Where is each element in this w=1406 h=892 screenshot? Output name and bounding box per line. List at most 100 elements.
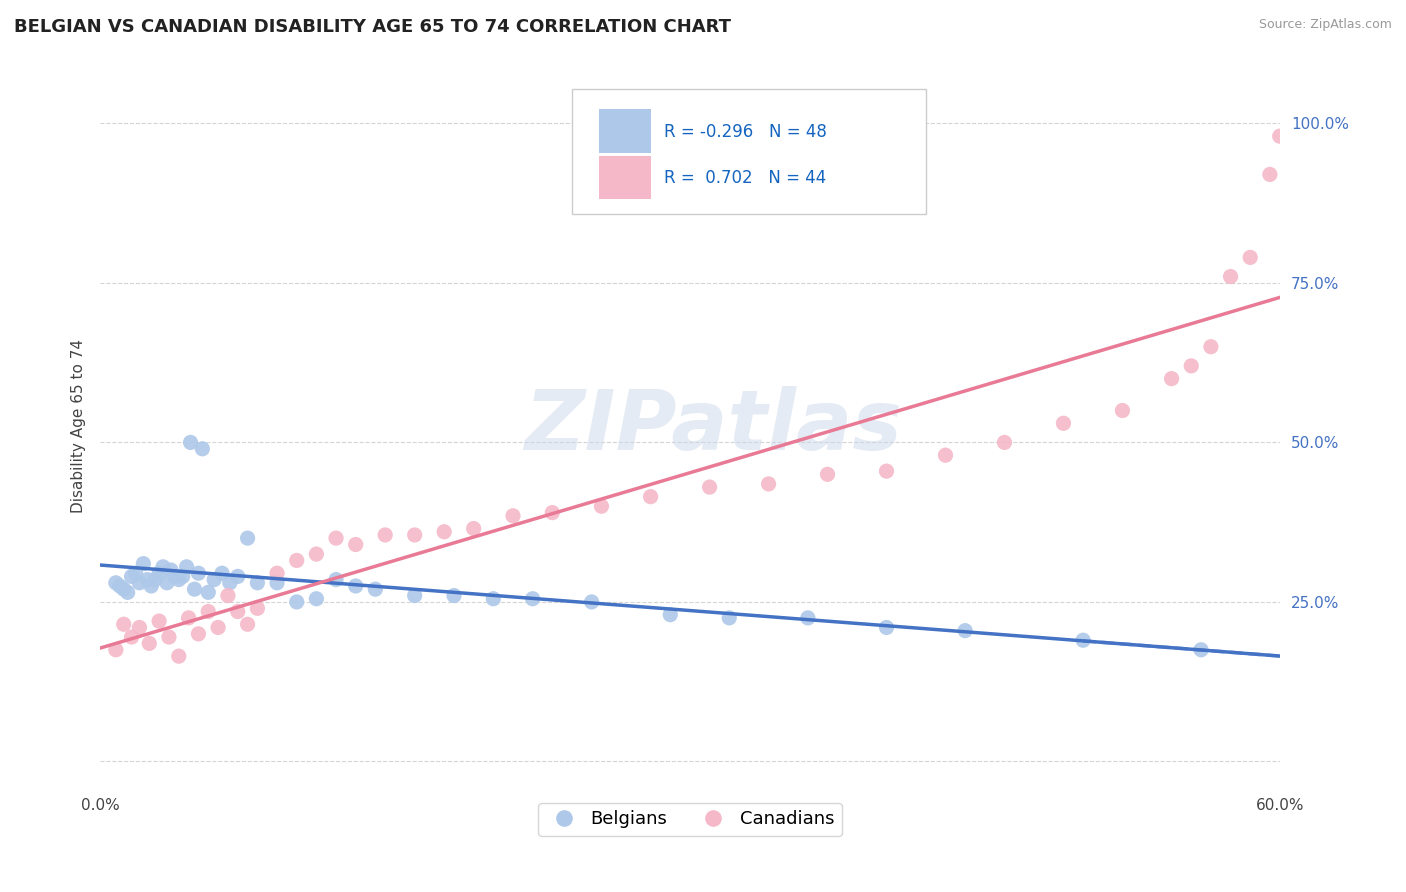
Point <box>285 595 308 609</box>
Point <box>1268 129 1291 144</box>
Point <box>152 559 174 574</box>
Text: ZIPatlas: ZIPatlas <box>524 386 903 467</box>
Point <box>226 605 249 619</box>
Point <box>541 506 564 520</box>
Point <box>285 553 308 567</box>
Point <box>1239 251 1261 265</box>
Point <box>344 537 367 551</box>
Point <box>266 575 288 590</box>
Point <box>876 464 898 478</box>
Point <box>993 435 1015 450</box>
Point <box>482 591 505 606</box>
Point <box>1189 642 1212 657</box>
Point <box>325 531 347 545</box>
Point <box>305 547 328 561</box>
FancyBboxPatch shape <box>572 89 925 214</box>
Point <box>211 566 233 581</box>
Point <box>591 500 613 514</box>
Point <box>180 435 202 450</box>
Point <box>176 559 198 574</box>
Point <box>305 591 328 606</box>
Point <box>463 522 485 536</box>
Point <box>344 579 367 593</box>
Point <box>172 569 194 583</box>
Text: R = -0.296   N = 48: R = -0.296 N = 48 <box>664 122 827 141</box>
Point <box>433 524 456 539</box>
Point <box>581 595 603 609</box>
Point <box>1111 403 1133 417</box>
Point <box>104 575 127 590</box>
Point <box>236 617 259 632</box>
Text: BELGIAN VS CANADIAN DISABILITY AGE 65 TO 74 CORRELATION CHART: BELGIAN VS CANADIAN DISABILITY AGE 65 TO… <box>14 18 731 36</box>
Point <box>522 591 544 606</box>
Point <box>226 569 249 583</box>
Point <box>1160 371 1182 385</box>
Point <box>187 627 209 641</box>
Point <box>160 563 183 577</box>
Point <box>143 573 166 587</box>
Point <box>117 585 139 599</box>
Point <box>128 575 150 590</box>
Point <box>502 508 524 523</box>
Point <box>148 614 170 628</box>
Point <box>364 582 387 597</box>
Point <box>797 611 820 625</box>
Point <box>157 630 180 644</box>
Point <box>112 582 135 597</box>
Point <box>404 589 426 603</box>
Y-axis label: Disability Age 65 to 74: Disability Age 65 to 74 <box>72 340 86 514</box>
Point <box>1071 633 1094 648</box>
Point <box>817 467 839 482</box>
FancyBboxPatch shape <box>599 156 651 199</box>
Point <box>699 480 721 494</box>
Point <box>325 573 347 587</box>
Point <box>953 624 976 638</box>
Point <box>217 589 239 603</box>
Point <box>112 617 135 632</box>
Point <box>1219 269 1241 284</box>
FancyBboxPatch shape <box>599 110 651 153</box>
Text: R =  0.702   N = 44: R = 0.702 N = 44 <box>664 169 827 187</box>
Point <box>246 575 269 590</box>
Point <box>266 566 288 581</box>
Point <box>202 573 225 587</box>
Point <box>1180 359 1202 373</box>
Point <box>1258 168 1281 182</box>
Point <box>197 585 219 599</box>
Point <box>121 630 143 644</box>
Point <box>136 573 159 587</box>
Point <box>104 642 127 657</box>
Point <box>187 566 209 581</box>
Point <box>138 636 160 650</box>
Legend: Belgians, Canadians: Belgians, Canadians <box>538 803 842 836</box>
Point <box>121 569 143 583</box>
Point <box>148 566 170 581</box>
Point <box>167 573 190 587</box>
Point <box>1199 340 1222 354</box>
Point <box>163 569 186 583</box>
Point <box>374 528 396 542</box>
Point <box>659 607 682 622</box>
Point <box>758 476 780 491</box>
Point <box>207 620 229 634</box>
Point <box>197 605 219 619</box>
Point <box>177 611 200 625</box>
Point <box>219 575 242 590</box>
Point <box>128 620 150 634</box>
Text: Source: ZipAtlas.com: Source: ZipAtlas.com <box>1258 18 1392 31</box>
Point <box>718 611 741 625</box>
Point <box>183 582 205 597</box>
Point <box>124 566 146 581</box>
Point <box>156 575 179 590</box>
Point <box>404 528 426 542</box>
Point <box>1052 417 1074 431</box>
Point <box>443 589 465 603</box>
Point <box>132 557 155 571</box>
Point <box>934 448 956 462</box>
Point <box>191 442 214 456</box>
Point <box>108 579 131 593</box>
Point <box>640 490 662 504</box>
Point <box>167 649 190 664</box>
Point <box>141 579 163 593</box>
Point <box>246 601 269 615</box>
